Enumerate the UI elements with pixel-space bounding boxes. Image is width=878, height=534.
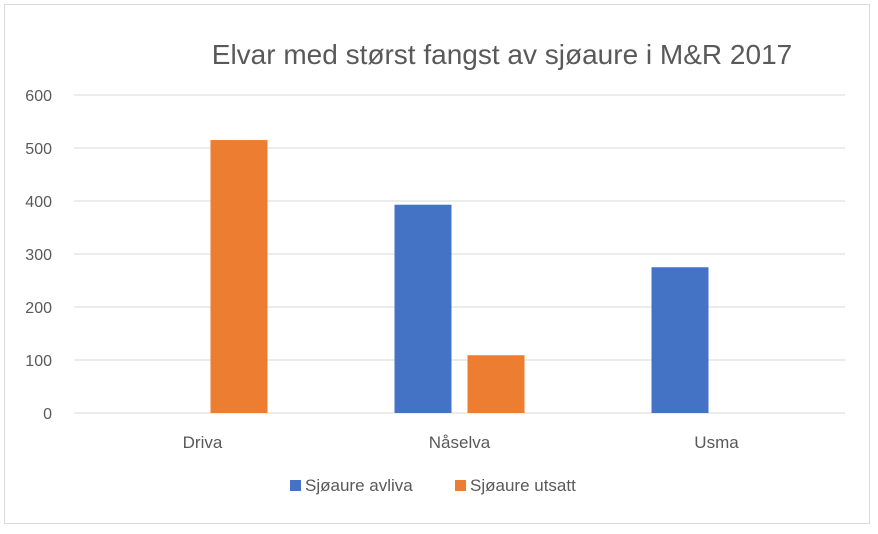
bar-nåselva-series-2: [467, 355, 525, 413]
bar-driva-series-2: [210, 140, 268, 414]
bar-usma-series-1: [651, 267, 709, 413]
bar-nåselva-series-1: [394, 204, 452, 413]
y-tick-label: 100: [25, 353, 52, 370]
y-axis-ticks: 0 100 200 300 400 500 600: [25, 88, 52, 423]
x-category-label: Nåselva: [429, 433, 491, 452]
legend-label: Sjøaure utsatt: [470, 476, 576, 495]
y-tick-label: 0: [43, 406, 52, 423]
y-tick-label: 200: [25, 300, 52, 317]
x-category-label: Usma: [694, 433, 739, 452]
gridlines: [74, 94, 845, 414]
y-tick-label: 400: [25, 194, 52, 211]
x-axis-categories: Driva Nåselva Usma: [183, 433, 740, 452]
legend-swatch: [290, 480, 301, 491]
x-category-label: Driva: [183, 433, 223, 452]
legend-label: Sjøaure avliva: [305, 476, 413, 495]
y-tick-label: 300: [25, 247, 52, 264]
legend-swatch: [455, 480, 466, 491]
y-tick-label: 500: [25, 141, 52, 158]
chart-title: Elvar med størst fangst av sjøaure i M&R…: [212, 39, 792, 70]
y-tick-label: 600: [25, 88, 52, 105]
legend: Sjøaure avliva Sjøaure utsatt: [290, 476, 576, 495]
bars: [210, 140, 709, 414]
